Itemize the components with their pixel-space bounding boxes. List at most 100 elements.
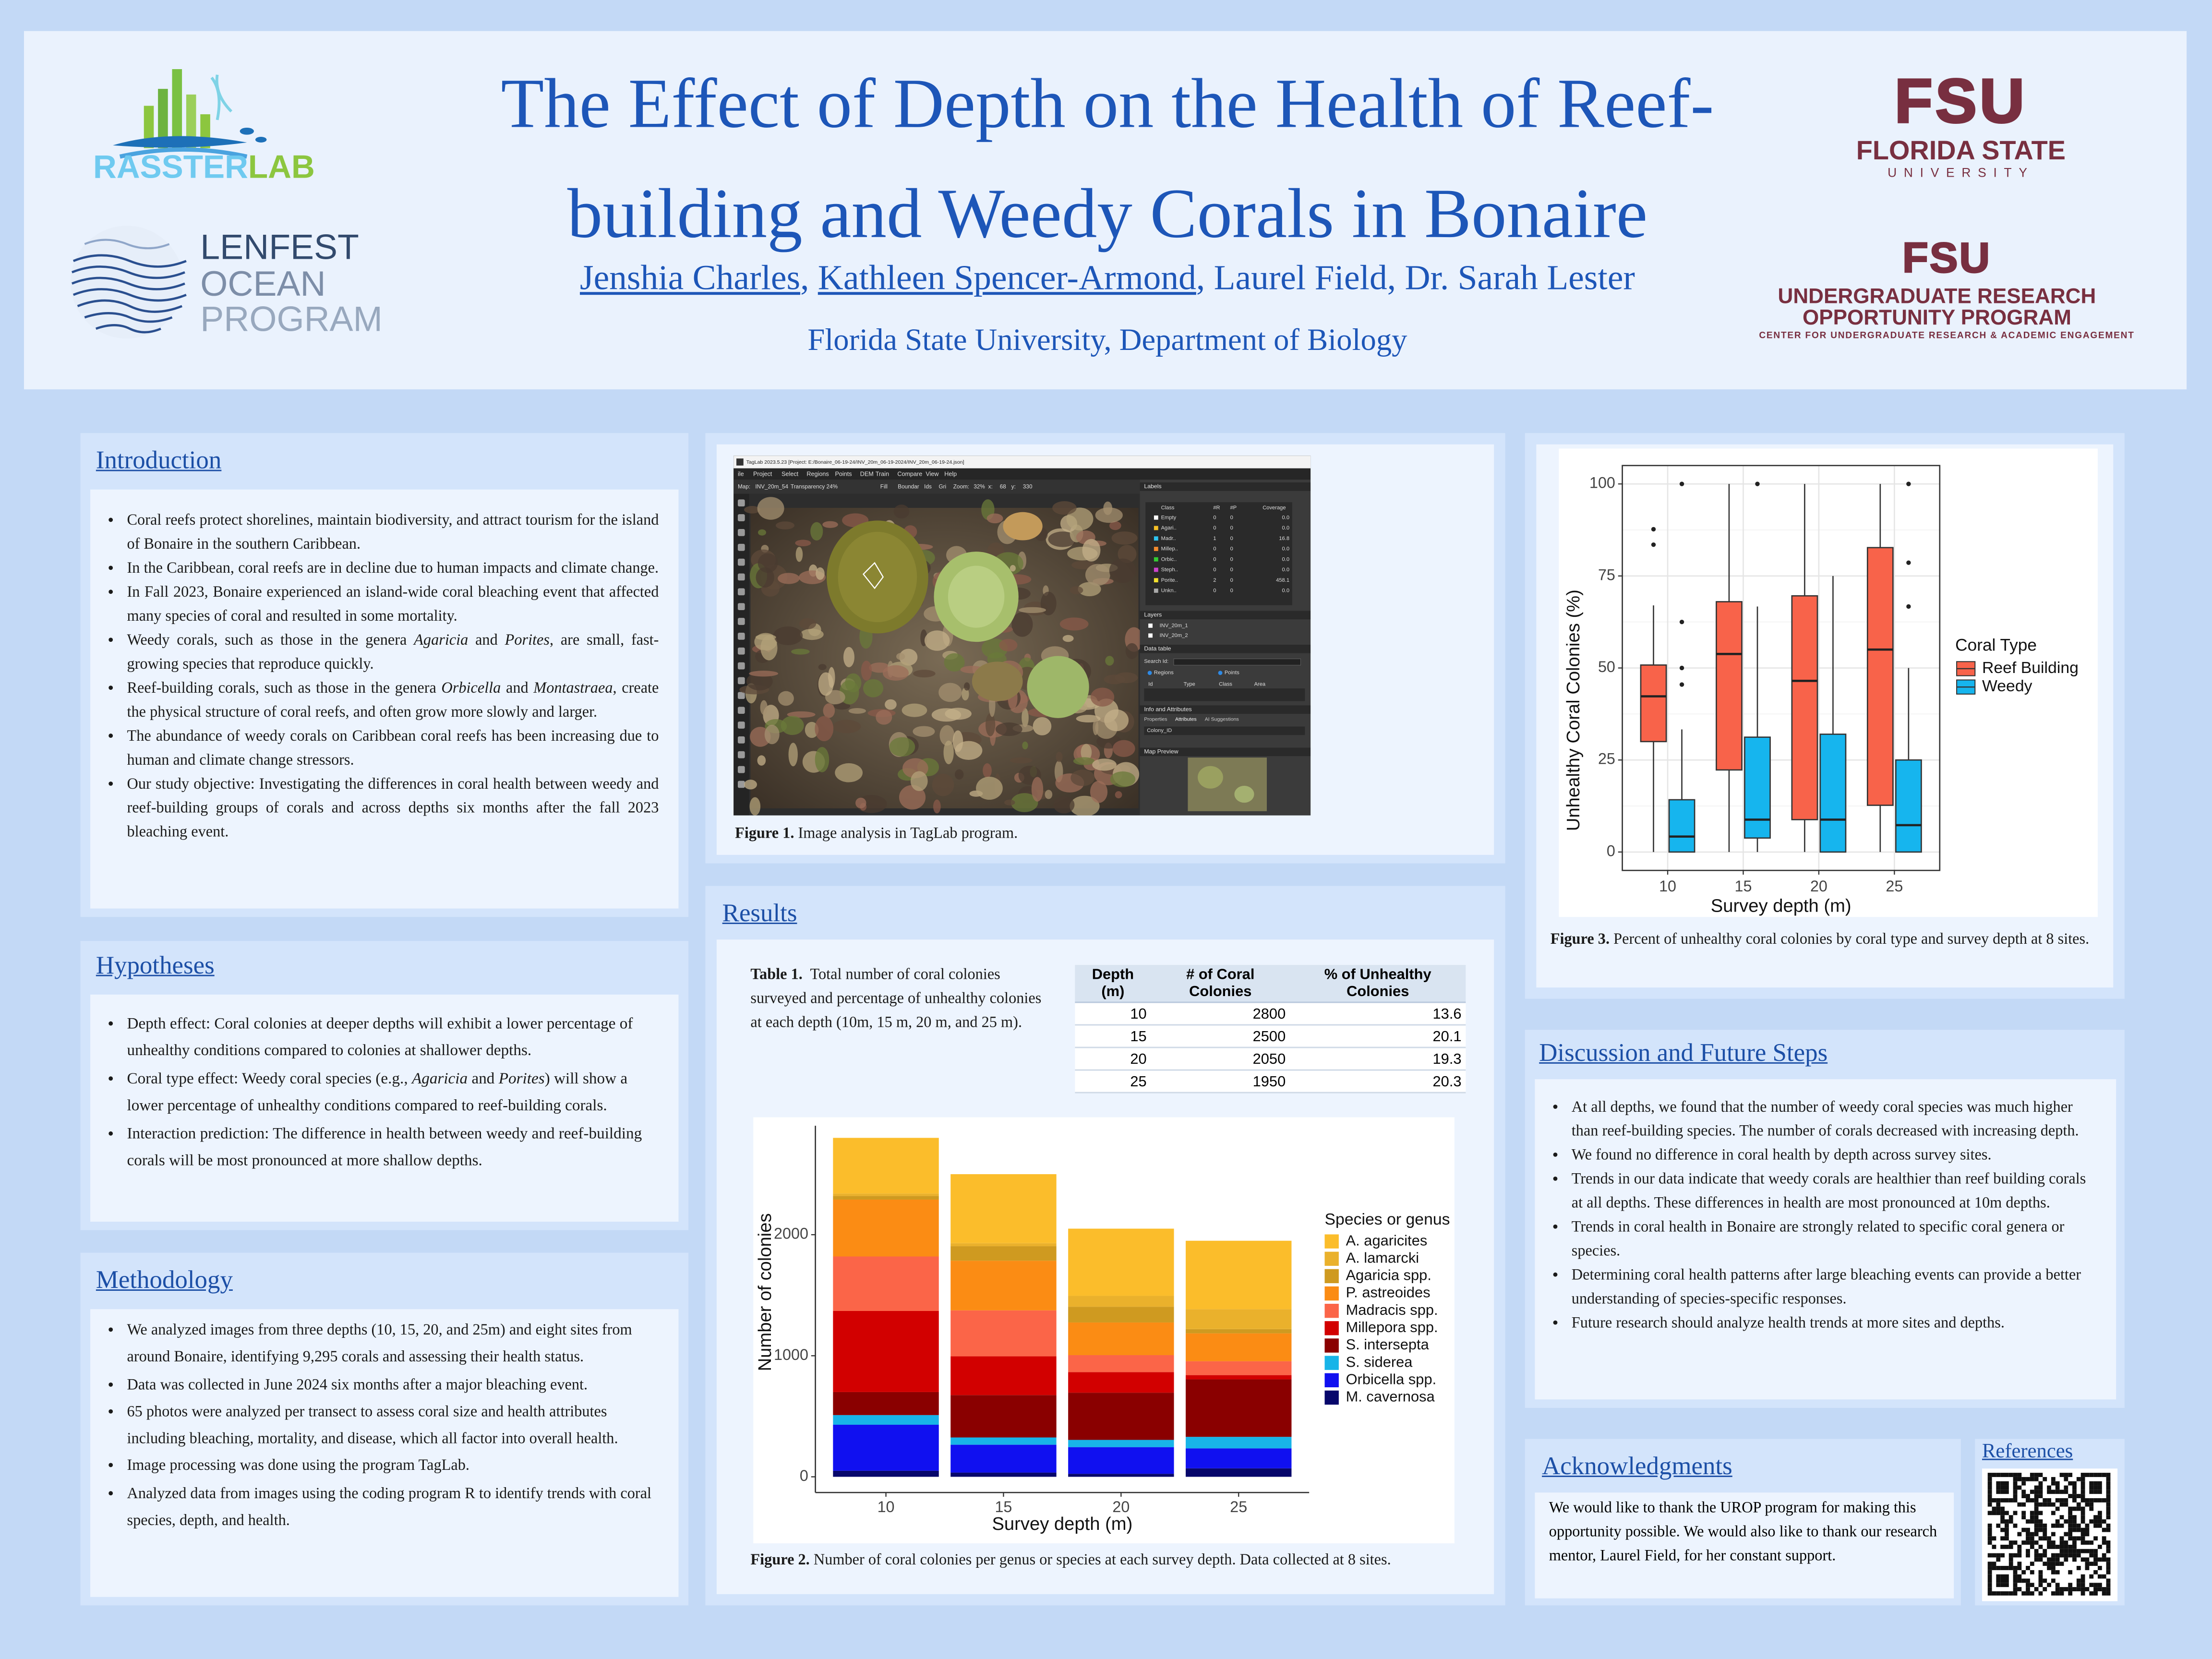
title-bar [733,456,1311,469]
qr-module [2068,1587,2073,1591]
qr-module [2000,1511,2005,1515]
qr-module [2000,1553,2005,1558]
bullet: Coral reefs protect shorelines, maintain… [127,509,659,557]
table-header: Coverage [1262,505,1286,511]
qr-module [2017,1502,2022,1507]
reef-texture [1115,791,1122,799]
qr-module [2043,1536,2047,1541]
search-label: Search Id: [1144,659,1168,664]
qr-module [2059,1473,2064,1477]
qr-module [2059,1549,2064,1553]
reef-texture [902,703,927,717]
bullet: Trends in coral health in Bonaire are st… [1572,1216,2096,1264]
qr-module [1987,1553,1992,1558]
coral [972,661,1023,701]
qr-module [2017,1549,2022,1553]
bar-segment [833,1138,939,1194]
table-cell: Porite.. [1161,577,1178,583]
qr-module [2047,1502,2051,1507]
qr-module [2068,1519,2073,1524]
qr-module [2106,1502,2111,1507]
reef-texture [1070,795,1100,816]
column-header: Depth (m) [1075,965,1151,1003]
qr-module [2080,1578,2085,1583]
bar-segment [1068,1322,1174,1356]
qr-module [1996,1574,2001,1579]
reef-texture [986,513,1003,524]
reef-texture [896,653,905,660]
legend-title: Species or genus [1325,1210,1450,1228]
urop-logo: FSU [1902,234,1991,281]
qr-module [2055,1506,2060,1511]
results-table: Depth (m) # of Coral Colonies% of Unhealt… [1075,965,1466,1094]
outlier [1679,682,1684,687]
panel-title: Info and Attributes [1144,706,1191,712]
radio [1147,671,1152,675]
qr-module [2085,1557,2090,1562]
introduction-panel: Introduction Coral reefs protect shoreli… [80,433,689,917]
reef-texture [816,567,825,580]
qr-module [1987,1477,1992,1481]
reef-texture [757,755,766,766]
qr-module [1996,1490,2001,1494]
qr-module [2085,1498,2090,1503]
qr-module [2089,1481,2094,1486]
bar-segment [1068,1447,1174,1474]
qr-module [2008,1473,2013,1477]
qr-code[interactable] [1982,1468,2118,1601]
qr-module [2064,1544,2068,1549]
qr-module [2106,1490,2111,1494]
author-separator: , [1387,259,1405,298]
figure-caption: Figure 3. Percent of unhealthy coral col… [1551,928,2101,952]
coral [1003,512,1043,541]
class-swatch [1154,526,1158,530]
qr-module [2076,1527,2081,1532]
qr-module [1987,1494,1992,1498]
toolbar-item: Map: [738,484,750,490]
box [1866,547,1894,806]
qr-module [2038,1511,2043,1515]
qr-module [2051,1570,2056,1575]
outlier [1679,665,1684,671]
qr-module [1987,1540,1992,1545]
qr-module [2043,1532,2047,1537]
text-run: , are small, fast-growing species that r… [127,632,659,673]
qr-module [2097,1519,2102,1524]
qr-module [2008,1557,2013,1562]
qr-module [2080,1490,2085,1494]
table-cell: 0 [1213,588,1216,594]
qr-module [2000,1536,2005,1541]
qr-module [1987,1562,1992,1566]
qr-module [2030,1591,2034,1596]
bar-segment [950,1243,1057,1247]
qr-module [2013,1481,2018,1486]
tool-icon [737,558,745,566]
bar-segment [1186,1309,1292,1329]
qr-module [2030,1515,2034,1520]
tool-icon [737,766,745,773]
qr-module [2055,1523,2060,1528]
bar-segment [1186,1448,1292,1468]
qr-module [2076,1506,2081,1511]
reef-texture [882,665,909,681]
reef-texture [955,741,983,760]
bullet: At all depths, we found that the number … [1572,1096,2096,1144]
reef-texture [764,724,780,745]
table-cell: 15 [1075,1025,1151,1048]
qr-module [2021,1540,2026,1545]
reef-texture [938,683,962,702]
bullet: We found no difference in coral health b… [1572,1144,2096,1168]
qr-module [2038,1578,2043,1583]
qr-module [2017,1587,2022,1591]
author-separator: , [1196,259,1214,298]
qr-module [2005,1583,2009,1587]
reef-texture [1125,643,1139,659]
qr-module [2055,1587,2060,1591]
qr-module [2047,1562,2051,1566]
header-panel [24,31,2187,390]
legend-swatch [1324,1321,1339,1335]
y-axis-title: Unhealthy Coral Colonies (%) [1563,589,1584,831]
bullet: Trends in our data indicate that weedy c… [1572,1168,2096,1216]
reef-texture [995,722,1022,736]
qr-module [2059,1502,2064,1507]
